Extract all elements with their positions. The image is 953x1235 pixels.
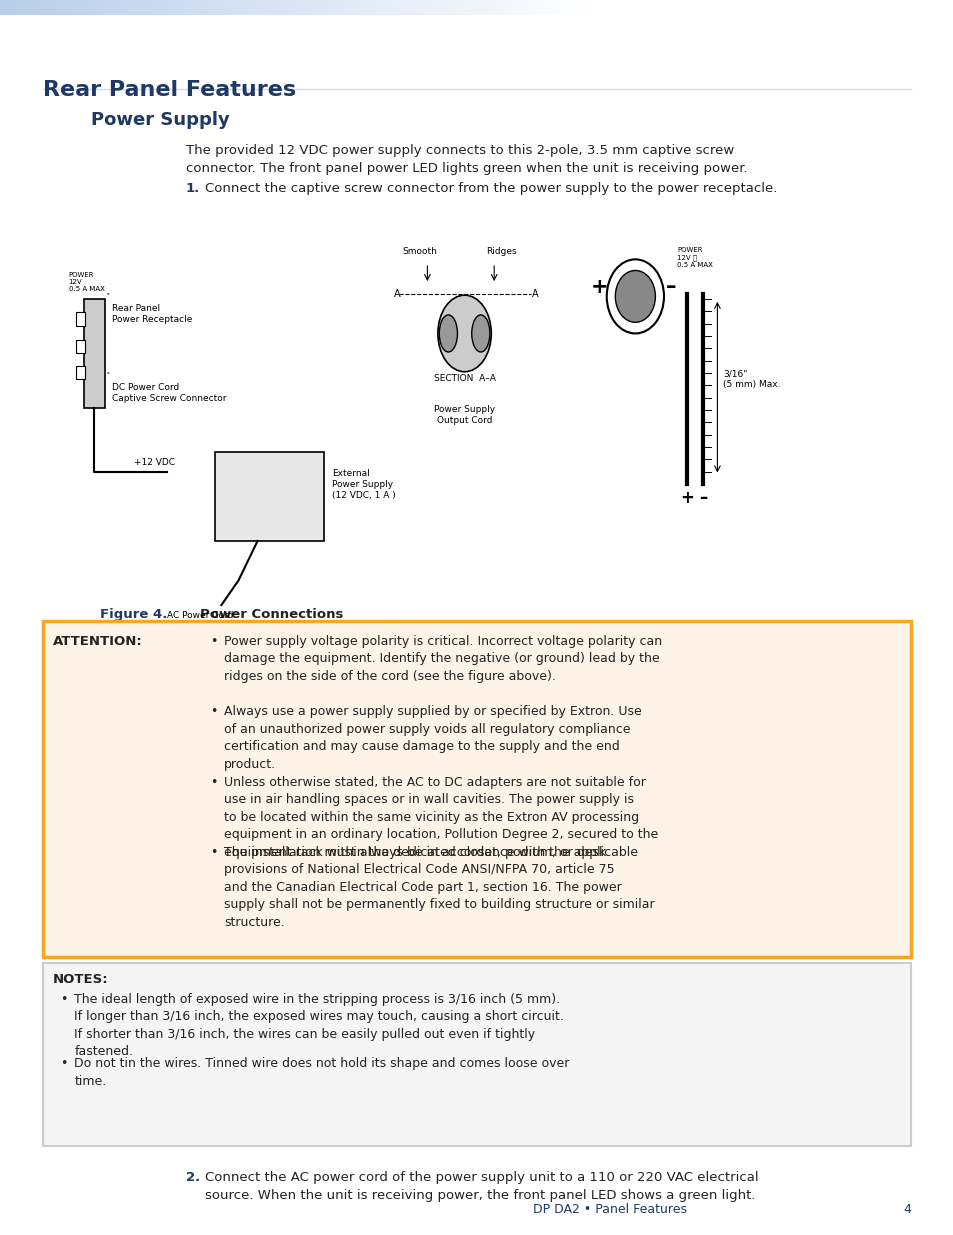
- Bar: [84, 299, 105, 408]
- Text: Power Supply
Output Cord: Power Supply Output Cord: [434, 405, 495, 425]
- Bar: [76, 340, 85, 353]
- Text: AC Power Cord: AC Power Cord: [167, 611, 233, 620]
- Text: The installation must always be in accordance with the applicable
provisions of : The installation must always be in accor…: [224, 846, 654, 929]
- Text: +: +: [679, 489, 693, 508]
- Text: Ridges: Ridges: [486, 247, 517, 257]
- Text: Smooth: Smooth: [402, 247, 437, 257]
- Text: Power Connections: Power Connections: [200, 608, 343, 621]
- Text: +: +: [590, 277, 607, 296]
- Circle shape: [615, 270, 655, 322]
- Text: A: A: [532, 289, 538, 299]
- Text: •: •: [60, 1057, 68, 1071]
- Text: –: –: [699, 489, 706, 508]
- Text: DP DA2 • Panel Features: DP DA2 • Panel Features: [533, 1203, 686, 1216]
- Text: NOTES:: NOTES:: [52, 973, 108, 987]
- Text: Do not tin the wires. Tinned wire does not hold its shape and comes loose over
t: Do not tin the wires. Tinned wire does n…: [74, 1057, 569, 1088]
- Text: External
Power Supply
(12 VDC, 1 A ): External Power Supply (12 VDC, 1 A ): [332, 468, 395, 500]
- Text: Power supply voltage polarity is critical. Incorrect voltage polarity can
damage: Power supply voltage polarity is critica…: [224, 635, 661, 683]
- Text: The provided 12 VDC power supply connects to this 2-pole, 3.5 mm captive screw
c: The provided 12 VDC power supply connect…: [186, 144, 747, 175]
- Text: •: •: [210, 705, 217, 719]
- Text: POWER
12V ㎡
0.5 A MAX: POWER 12V ㎡ 0.5 A MAX: [677, 247, 713, 268]
- Text: DC Power Cord
Captive Screw Connector: DC Power Cord Captive Screw Connector: [112, 383, 226, 403]
- Text: ATTENTION:: ATTENTION:: [52, 635, 142, 648]
- Text: POWER
12V
0.5 A MAX: POWER 12V 0.5 A MAX: [69, 272, 105, 291]
- Text: •: •: [60, 993, 68, 1007]
- Bar: [43, 574, 910, 982]
- Text: Rear Panel
Power Receptacle: Rear Panel Power Receptacle: [112, 304, 192, 324]
- Ellipse shape: [471, 315, 490, 352]
- FancyBboxPatch shape: [43, 621, 910, 957]
- Text: 3/16"
(5 mm) Max.: 3/16" (5 mm) Max.: [722, 369, 780, 389]
- Text: The ideal length of exposed wire in the stripping process is 3/16 inch (5 mm).
I: The ideal length of exposed wire in the …: [74, 993, 563, 1058]
- Bar: [76, 366, 85, 379]
- Text: Figure 4.: Figure 4.: [100, 608, 168, 621]
- FancyBboxPatch shape: [43, 963, 910, 1146]
- Text: Connect the captive screw connector from the power supply to the power receptacl: Connect the captive screw connector from…: [205, 182, 777, 195]
- Text: –: –: [664, 277, 676, 296]
- Text: Power Supply: Power Supply: [91, 111, 229, 130]
- Bar: [214, 452, 324, 541]
- Text: SECTION  A–A: SECTION A–A: [434, 374, 495, 383]
- Ellipse shape: [437, 295, 491, 372]
- Bar: [76, 312, 85, 326]
- Text: Always use a power supply supplied by or specified by Extron. Use
of an unauthor: Always use a power supply supplied by or…: [224, 705, 641, 771]
- Text: Unless otherwise stated, the AC to DC adapters are not suitable for
use in air h: Unless otherwise stated, the AC to DC ad…: [224, 776, 658, 858]
- Text: 1.: 1.: [186, 182, 200, 195]
- Text: •: •: [210, 776, 217, 789]
- Text: •: •: [210, 846, 217, 860]
- Text: Connect the AC power cord of the power supply unit to a 110 or 220 VAC electrica: Connect the AC power cord of the power s…: [205, 1171, 758, 1202]
- Text: A: A: [394, 289, 400, 299]
- Text: Rear Panel Features: Rear Panel Features: [43, 80, 295, 100]
- Text: 4: 4: [902, 1203, 910, 1216]
- Text: 2.: 2.: [186, 1171, 200, 1184]
- Text: •: •: [210, 635, 217, 648]
- Ellipse shape: [438, 315, 457, 352]
- Text: +12 VDC: +12 VDC: [133, 458, 174, 467]
